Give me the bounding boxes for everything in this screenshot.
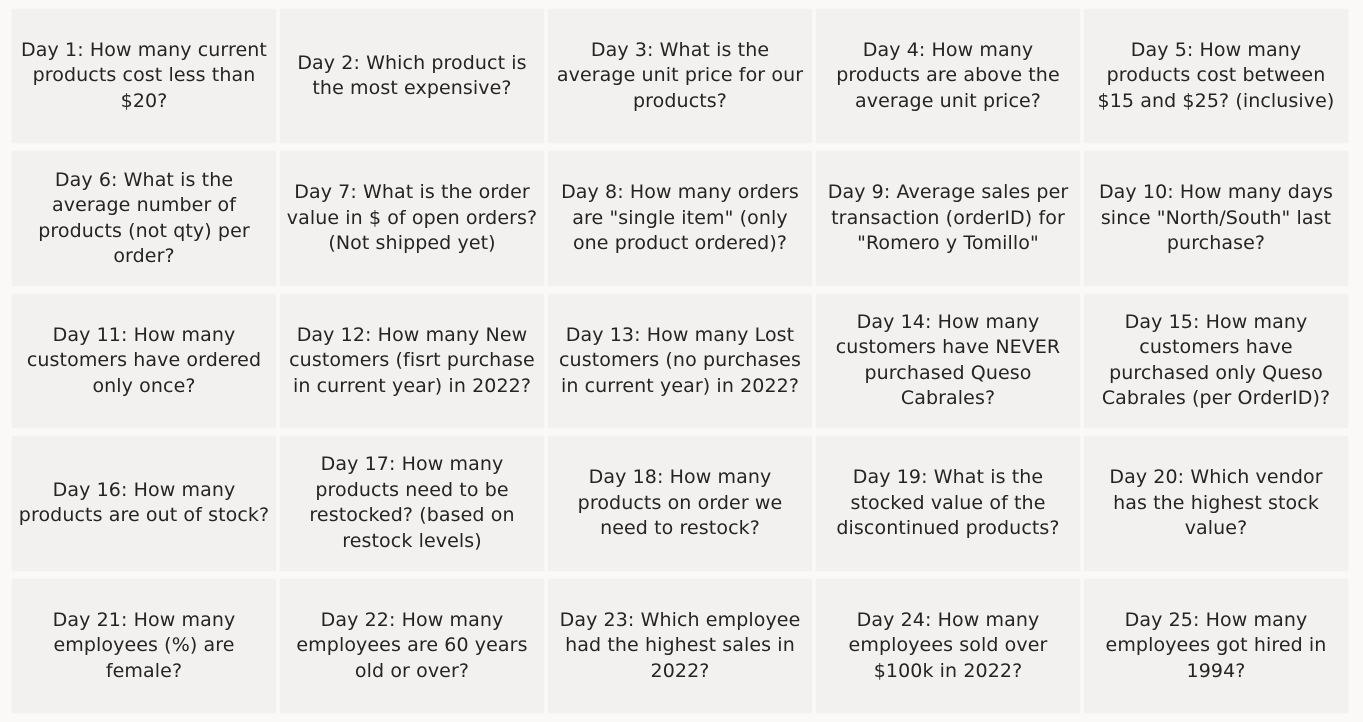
day-card-18[interactable]: Day 18: How many products on order we ne… [548,436,812,571]
day-card-text: Day 24: How many employees sold over $10… [848,608,1048,682]
day-card-23[interactable]: Day 23: Which employee had the highest s… [548,578,812,713]
day-card-text: Day 11: How many customers have ordered … [26,323,262,397]
day-card-11[interactable]: Day 11: How many customers have ordered … [12,293,276,429]
day-card-text: Day 5: How many products cost between $1… [1097,38,1335,112]
day-card-text: Day 1: How many current products cost le… [21,38,267,112]
day-card-5[interactable]: Day 5: How many products cost between $1… [1084,9,1348,144]
day-card-20[interactable]: Day 20: Which vendor has the highest sto… [1084,436,1348,571]
day-card-text: Day 20: Which vendor has the highest sto… [1109,466,1323,540]
day-card-text: Day 19: What is the stocked value of the… [836,466,1060,540]
day-card-25[interactable]: Day 25: How many employees got hired in … [1084,578,1348,713]
day-card-text: Day 22: How many employees are 60 years … [296,608,528,682]
day-card-text: Day 25: How many employees got hired in … [1105,608,1327,682]
day-card-text: Day 6: What is the average number of pro… [38,168,250,268]
day-card-text: Day 10: How many days since "North/South… [1098,181,1334,255]
day-card-text: Day 17: How many products need to be res… [309,453,515,552]
day-card-text: Day 14: How many customers have NEVER pu… [835,310,1061,410]
day-card-text: Day 23: Which employee had the highest s… [559,608,801,682]
day-card-text: Day 8: How many orders are "single item"… [561,181,799,255]
day-card-6[interactable]: Day 6: What is the average number of pro… [12,151,276,286]
day-card-8[interactable]: Day 8: How many orders are "single item"… [548,151,812,286]
day-card-text: Day 16: How many products are out of sto… [18,478,270,527]
day-card-14[interactable]: Day 14: How many customers have NEVER pu… [816,293,1080,429]
day-card-text: Day 12: How many New customers (fisrt pu… [289,323,535,397]
day-card-text: Day 21: How many employees (%) are femal… [52,608,236,682]
day-card-4[interactable]: Day 4: How many products are above the a… [816,9,1080,144]
day-card-7[interactable]: Day 7: What is the order value in $ of o… [280,151,544,286]
day-card-12[interactable]: Day 12: How many New customers (fisrt pu… [280,293,544,429]
day-card-21[interactable]: Day 21: How many employees (%) are femal… [12,578,276,713]
challenge-grid: Day 1: How many current products cost le… [12,9,1348,713]
day-card-24[interactable]: Day 24: How many employees sold over $10… [816,578,1080,713]
day-card-22[interactable]: Day 22: How many employees are 60 years … [280,578,544,713]
day-card-text: Day 3: What is the average unit price fo… [556,38,804,112]
day-card-1[interactable]: Day 1: How many current products cost le… [12,9,276,144]
day-card-text: Day 2: Which product is the most expensi… [297,51,527,100]
day-card-text: Day 7: What is the order value in $ of o… [286,181,538,255]
day-card-15[interactable]: Day 15: How many customers have purchase… [1084,293,1348,429]
day-card-text: Day 4: How many products are above the a… [836,38,1060,112]
day-card-3[interactable]: Day 3: What is the average unit price fo… [548,9,812,144]
day-card-text: Day 15: How many customers have purchase… [1101,310,1331,410]
day-card-19[interactable]: Day 19: What is the stocked value of the… [816,436,1080,571]
day-card-9[interactable]: Day 9: Average sales per transaction (or… [816,151,1080,286]
day-card-16[interactable]: Day 16: How many products are out of sto… [12,436,276,571]
day-card-text: Day 9: Average sales per transaction (or… [827,181,1069,255]
day-card-10[interactable]: Day 10: How many days since "North/South… [1084,151,1348,286]
day-card-text: Day 13: How many Lost customers (no purc… [559,323,801,397]
day-card-17[interactable]: Day 17: How many products need to be res… [280,436,544,571]
day-card-13[interactable]: Day 13: How many Lost customers (no purc… [548,293,812,429]
day-card-text: Day 18: How many products on order we ne… [577,466,783,540]
day-card-2[interactable]: Day 2: Which product is the most expensi… [280,9,544,144]
